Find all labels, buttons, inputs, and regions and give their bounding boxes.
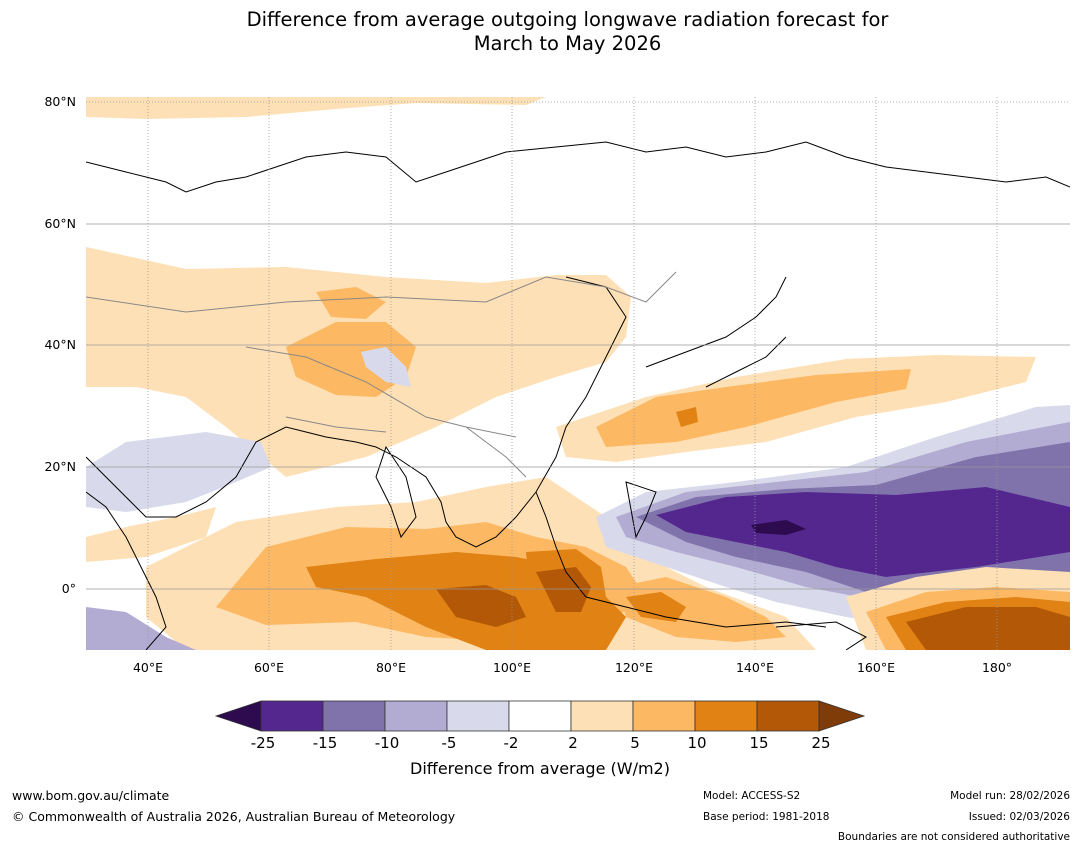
title-line-2: March to May 2026 [473, 32, 662, 55]
model-run-text: Model run: 28/02/2026 [950, 790, 1070, 802]
colorbar-segment [694, 700, 758, 732]
model-text: Model: ACCESS-S2 [703, 790, 801, 802]
olr-anomaly-map [86, 97, 1070, 650]
anomaly-region [436, 585, 526, 627]
anomaly-region [86, 607, 196, 650]
colorbar-tick: 10 [687, 734, 707, 752]
colorbar-segment [632, 700, 696, 732]
lon-label-40e: 40°E [132, 660, 164, 675]
country-borders [86, 271, 677, 478]
anomaly-region [86, 97, 546, 119]
colorbar-tick: 2 [568, 734, 578, 752]
lat-label-0: 0° [61, 581, 76, 596]
lon-label-140e: 140°E [735, 660, 774, 675]
colorbar-segment [260, 700, 324, 732]
lon-label-180: 180° [981, 660, 1013, 675]
anomaly-region [906, 607, 1070, 650]
colorbar-tick: -2 [503, 734, 519, 752]
colorbar-segment [322, 700, 386, 732]
lat-label-40n: 40°N [44, 337, 76, 352]
lon-label-160e: 160°E [856, 660, 895, 675]
anomaly-region [626, 592, 686, 622]
anomaly-region [86, 432, 271, 512]
issued-text: Issued: 02/03/2026 [968, 811, 1070, 823]
lon-label-80e: 80°E [375, 660, 407, 675]
colorbar-tick: 5 [630, 734, 640, 752]
anomaly-region [676, 407, 698, 427]
lat-label-60n: 60°N [44, 216, 76, 231]
copyright-text: © Commonwealth of Australia 2026, Austra… [12, 809, 456, 824]
colorbar-tick: -5 [441, 734, 457, 752]
colorbar-segment [570, 700, 634, 732]
map-svg [86, 97, 1070, 650]
colorbar-segment [384, 700, 448, 732]
coastlines [86, 141, 1070, 650]
lon-label-120e: 120°E [614, 660, 653, 675]
colorbar-segment [446, 700, 510, 732]
website-link[interactable]: www.bom.gov.au/climate [12, 788, 170, 803]
lat-label-80n: 80°N [44, 94, 76, 109]
base-period-text: Base period: 1981-2018 [703, 811, 830, 823]
colorbar-tick: -10 [374, 734, 400, 752]
anomaly-region [536, 567, 591, 612]
anomaly-region [596, 369, 911, 447]
anomaly-region [751, 520, 806, 535]
colorbar-segment [818, 700, 866, 732]
colorbar-segment [508, 700, 572, 732]
anomaly-region [656, 487, 1070, 577]
anomaly-region [86, 507, 216, 562]
anomaly-region [316, 287, 386, 319]
anomaly-region [361, 347, 411, 387]
colorbar-tick: 15 [749, 734, 769, 752]
colorbar-tick: -15 [312, 734, 338, 752]
colorbar-tick: 25 [811, 734, 831, 752]
lon-label-60e: 60°E [253, 660, 285, 675]
lon-label-100e: 100°E [492, 660, 531, 675]
colorbar-label: Difference from average (W/m2) [410, 759, 670, 778]
colorbar-tick: -25 [250, 734, 276, 752]
title-line-1: Difference from average outgoing longwav… [246, 8, 889, 31]
map-title: Difference from average outgoing longwav… [0, 8, 1081, 56]
colorbar-segment [214, 700, 262, 732]
colorbar-segment [756, 700, 820, 732]
disclaimer-text: Boundaries are not considered authoritat… [837, 831, 1070, 843]
lat-label-20n: 20°N [44, 459, 76, 474]
gridlines [86, 97, 1070, 650]
